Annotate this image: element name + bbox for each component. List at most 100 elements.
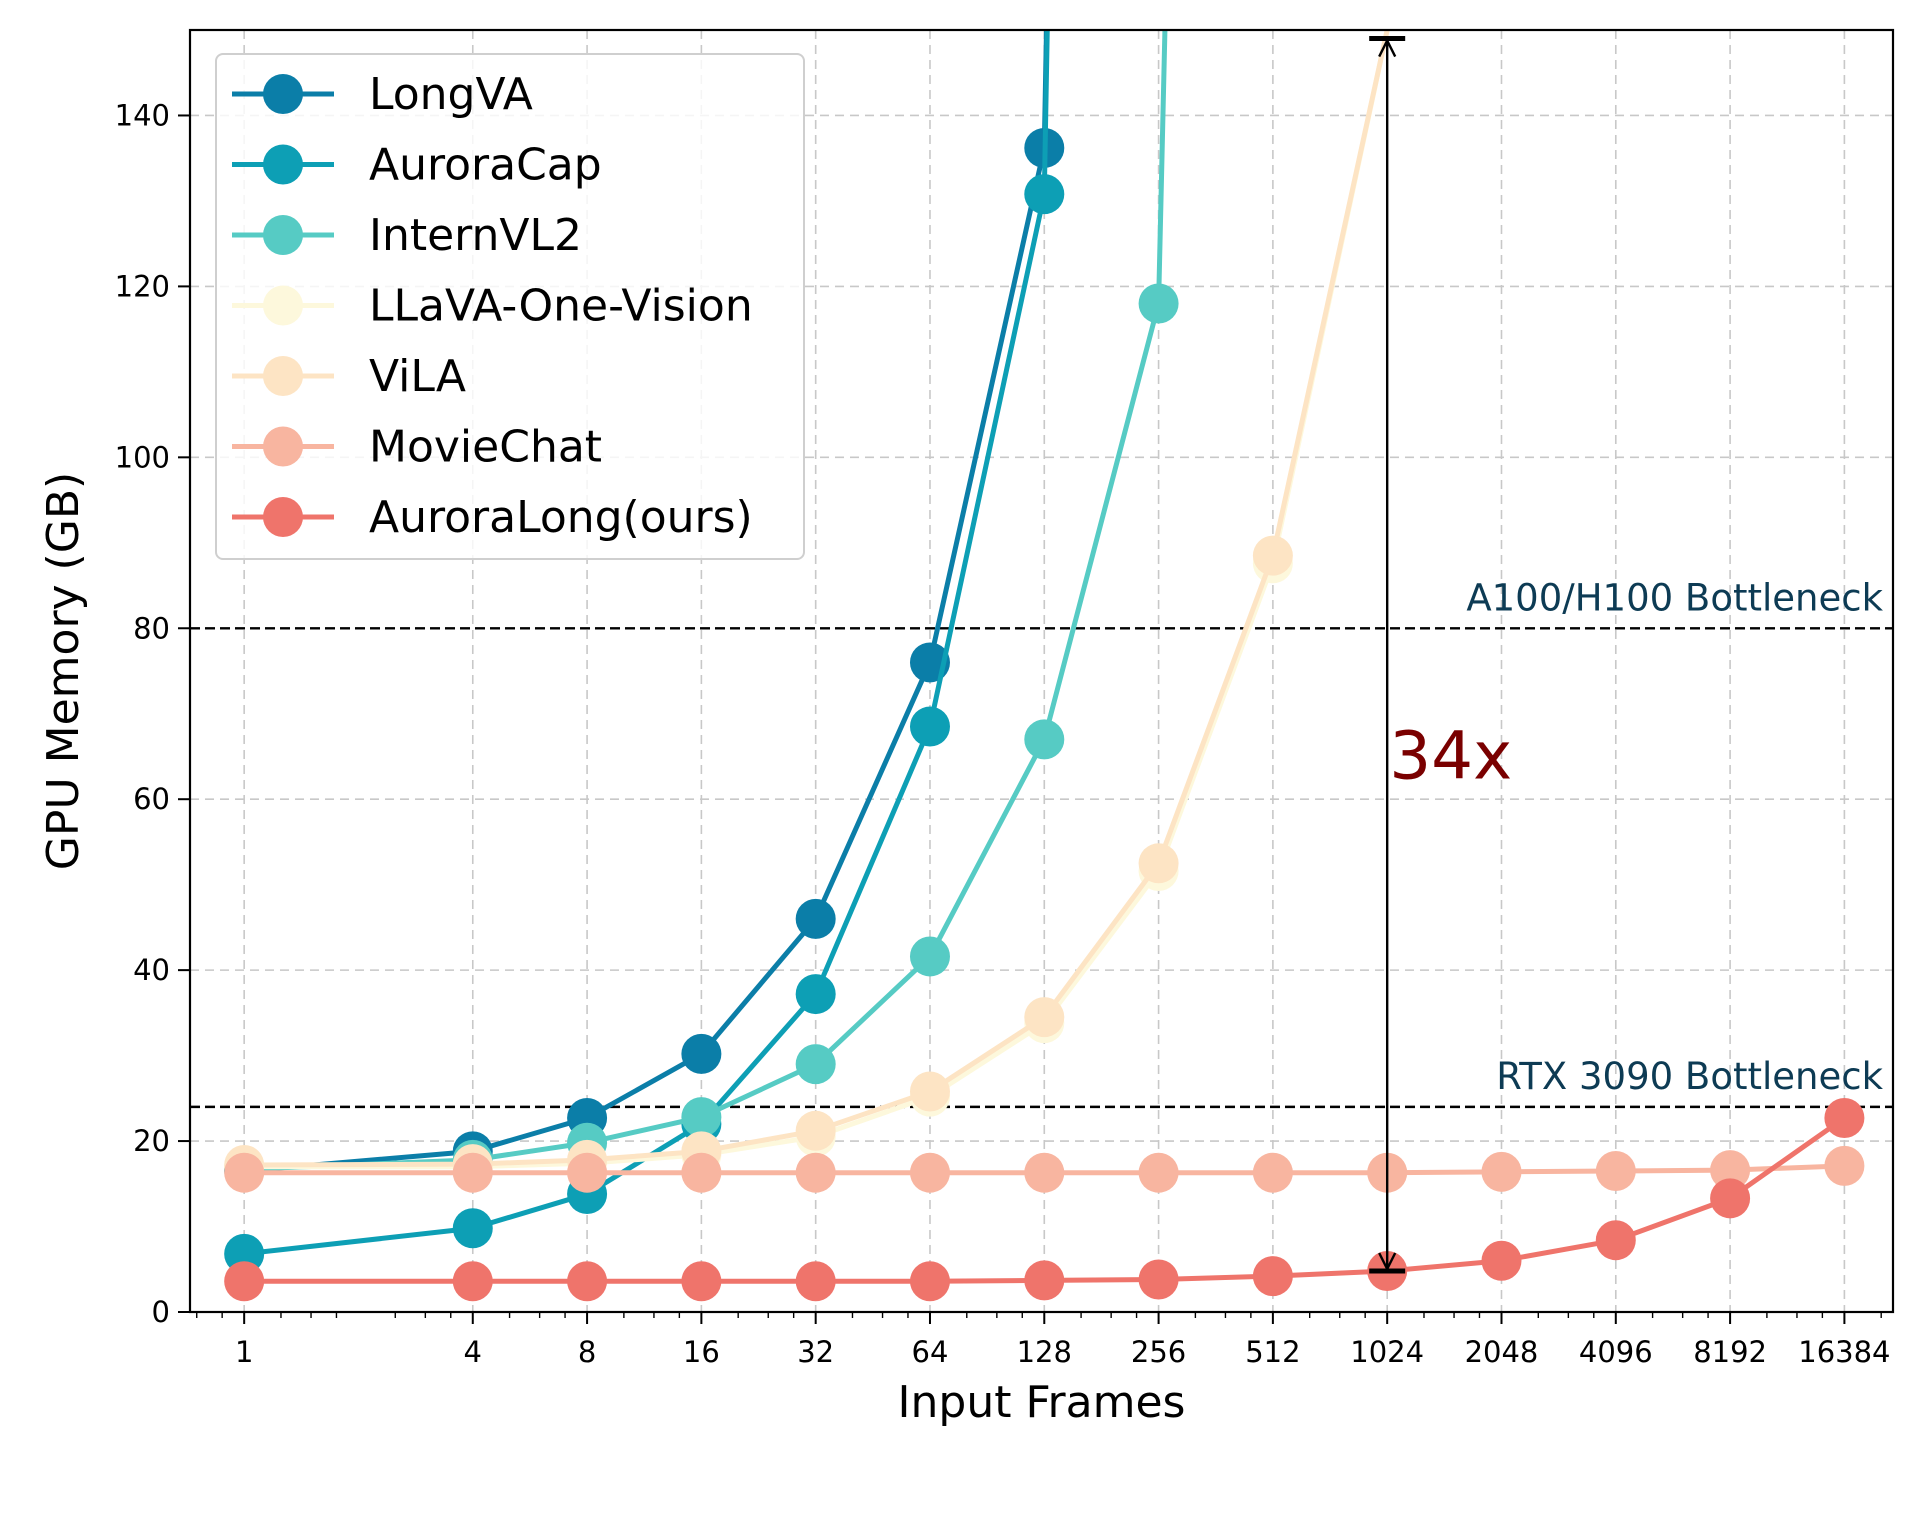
series-line [244,30,1390,1168]
data-point [1024,719,1065,760]
data-point [1481,1151,1522,1192]
legend-swatch-marker [263,144,303,185]
data-point [1710,1178,1751,1219]
x-tick-label: 8192 [1693,1335,1767,1369]
x-tick-label: 128 [1017,1335,1072,1369]
legend-entry: LongVA [232,69,533,120]
ratio-annotation: 34x [1369,36,1512,1274]
legend-swatch-marker [263,215,303,255]
legend-entry: AuroraCap [232,140,602,191]
data-point [1252,1152,1293,1193]
x-tick-label: 32 [797,1335,834,1369]
x-tick-label: 2048 [1465,1335,1539,1369]
data-point [452,1261,493,1302]
legend-entry: InternVL2 [232,210,582,261]
y-tick-label: 140 [115,98,170,132]
y-tick-label: 20 [133,1124,170,1158]
legend-swatch-marker [263,426,303,467]
data-point [795,1044,836,1085]
reference-lines: A100/H100 Bottleneck RTX 3090 Bottleneck [190,576,1893,1109]
data-point [1024,997,1065,1038]
legend-swatch-marker [263,285,303,326]
data-point [1024,174,1065,215]
y-tick-label: 120 [115,269,170,303]
x-tick-label: 256 [1131,1335,1186,1369]
data-point [1138,1259,1179,1300]
data-point [1024,1260,1065,1301]
data-point [795,898,836,939]
legend-swatch-marker [263,74,303,114]
x-tick-label: 64 [912,1335,949,1369]
legend-swatch-marker [263,497,303,537]
series-moviechat [224,1145,1865,1193]
data-point [1595,1150,1636,1191]
legend-entry: ViLA [232,351,466,402]
data-point [1252,1256,1293,1297]
plot-frame [188,28,1895,1314]
legend-label: LLaVA-One-Vision [369,281,753,332]
x-tick-label: 16384 [1798,1335,1890,1369]
x-tick-label: 8 [578,1335,596,1369]
legend-label: ViLA [369,351,466,402]
legend-entry: MovieChat [232,422,602,473]
series-layer [224,30,1865,1302]
data-point [909,1152,950,1193]
legend-box [215,53,805,560]
ratio-label: 34x [1389,717,1512,794]
data-point [1595,1220,1636,1261]
reference-line-label: A100/H100 Bottleneck [1466,576,1883,619]
reference-line-label: RTX 3090 Bottleneck [1496,1055,1883,1098]
y-tick-label: 60 [133,782,170,816]
data-point [1138,283,1179,324]
data-point [1824,1145,1865,1186]
data-point [1252,535,1293,576]
data-point [1138,843,1179,884]
legend-swatch-marker [263,356,303,396]
data-point [1824,1097,1865,1138]
data-point [224,1233,265,1274]
legend-label: AuroraLong(ours) [369,492,753,543]
x-tick-label: 1024 [1350,1335,1424,1369]
data-point [795,1261,836,1302]
x-tick-label: 512 [1245,1335,1300,1369]
data-point [1481,1240,1522,1281]
legend-entry: LLaVA-One-Vision [232,281,753,332]
data-point [1024,1152,1065,1193]
data-point [1710,1150,1751,1191]
data-point [681,1261,722,1302]
x-axis-label: Input Frames [898,1377,1186,1428]
data-point [681,1152,722,1193]
data-point [452,1208,493,1249]
x-tick-label: 1 [235,1335,253,1369]
series-line [244,30,1390,1170]
data-point [795,1152,836,1193]
data-point [452,1152,493,1193]
data-point [224,1152,265,1193]
data-point [1138,1152,1179,1193]
axes: 1 4 8 16 32 64 128 256 512 1024 2048 4096 8192 16384 0… [38,28,1895,1428]
legend-label: MovieChat [369,422,602,473]
legend-label: AuroraCap [369,140,602,191]
x-tick-label: 16 [683,1335,720,1369]
data-point [681,1097,722,1138]
legend: LongVA AuroraCap InternVL2 LLaVA-One-Vision… [215,53,805,560]
series-auroralong-ours- [224,1097,1865,1302]
y-tick-label: 80 [133,611,170,645]
data-point [909,1261,950,1302]
x-tick-label: 4 [464,1335,482,1369]
data-point [795,1110,836,1151]
data-point [567,1261,608,1302]
legend-label: InternVL2 [369,210,582,261]
data-point [909,1071,950,1112]
x-tick-label: 4096 [1579,1335,1653,1369]
y-axis-label: GPU Memory (GB) [38,472,89,870]
legend-label: LongVA [369,69,533,120]
data-point [909,936,950,977]
data-point [909,706,950,747]
y-tick-label: 0 [152,1295,170,1329]
data-point [224,1261,265,1302]
data-point [681,1033,722,1074]
y-tick-label: 40 [133,953,170,987]
